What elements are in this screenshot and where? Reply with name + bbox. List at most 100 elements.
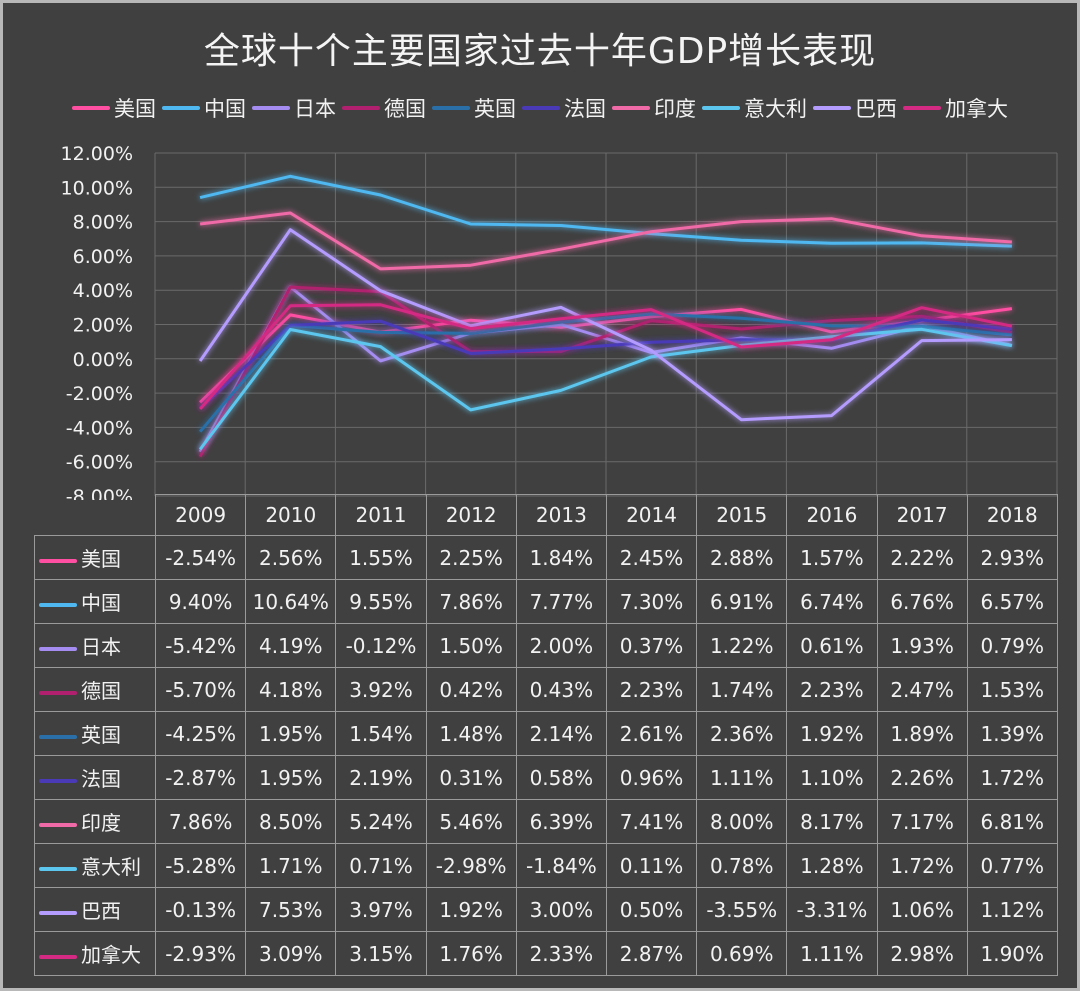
table-cell: 2.33% [515,931,607,976]
table-header-row: 2009 2010 2011 2012 2013 2014 2015 2016 2017 2018 [34,494,1058,536]
grid-lines [154,152,1058,497]
table-cell: 2.93% [966,535,1058,580]
table-cell: 8.00% [696,799,788,844]
table-cell: 3.00% [515,887,607,932]
legend-swatch [432,106,470,110]
table-cell: -0.12% [335,623,427,668]
table-cell: 10.64% [245,579,337,624]
table-row: 中国 9.40% 10.64% 9.55% 7.86% 7.77% 7.30% 6.91% 6.… [34,579,1058,624]
legend-label: 德国 [384,97,426,121]
plot-area: 12.00% 10.00% 8.00% 6.00% 4.00% 2.00% 0.00% -2.… [61,143,1058,500]
table-cell: 0.58% [515,755,607,800]
table-cell: 1.39% [966,711,1058,756]
row-label: 巴西 [81,899,121,923]
legend-label: 加拿大 [945,97,1008,121]
table-cell: 3.97% [335,887,427,932]
table-cell: 1.74% [696,667,788,712]
row-swatch [39,954,77,959]
legend-label: 中国 [204,97,246,121]
table-cell: -2.98% [425,843,517,888]
table-cell: 2.23% [605,667,698,712]
table-cell: 1.50% [425,623,517,668]
table-cell: 1.11% [786,931,878,976]
table-cell: 1.72% [966,755,1058,800]
table-cell: 1.53% [966,667,1058,712]
legend-swatch [813,106,851,110]
row-header: 英国 [34,711,156,756]
table-cell: 1.95% [245,755,337,800]
row-swatch [39,822,77,827]
table-cell: 3.15% [335,931,427,976]
legend-item: 英国 [432,93,516,123]
table-cell: 1.95% [245,711,337,756]
table-cell: -5.28% [154,843,247,888]
table-cell: 1.28% [786,843,878,888]
row-header: 中国 [34,579,156,624]
table-cell: 0.77% [966,843,1058,888]
series-line-加拿大 [198,303,1013,410]
table-cell: 1.72% [876,843,968,888]
series-lines [198,174,1013,458]
legend-item: 意大利 [702,93,807,123]
year-header: 2010 [245,494,337,536]
table-cell: 1.06% [876,887,968,932]
table-cell: 6.76% [876,579,968,624]
row-swatch [39,602,77,607]
legend-item: 法国 [522,93,606,123]
legend-item: 德国 [342,93,426,123]
table-cell: 1.92% [425,887,517,932]
table-cell: 0.42% [425,667,517,712]
table-cell: 6.39% [515,799,607,844]
table-cell: 6.81% [966,799,1058,844]
table-cell: 2.36% [696,711,788,756]
legend-item: 印度 [612,93,696,123]
y-tick-label: -2.00% [66,383,133,405]
table-cell: 0.96% [605,755,698,800]
series-line-德国 [198,285,1013,458]
legend-swatch [612,106,650,110]
legend-swatch [162,106,200,110]
row-label: 意大利 [81,855,141,879]
legend-swatch [903,106,941,110]
table-cell: 1.93% [876,623,968,668]
table-cell: 2.61% [605,711,698,756]
year-header: 2009 [154,494,247,536]
table-cell: -3.31% [786,887,878,932]
table-cell: -5.42% [154,623,247,668]
y-tick-label: 6.00% [73,246,133,268]
y-tick-label: 0.00% [73,349,133,371]
row-label: 印度 [81,811,121,835]
table-cell: 2.56% [245,535,337,580]
series-line-法国 [199,318,1013,410]
table-cell: -1.84% [515,843,607,888]
legend-item: 加拿大 [903,93,1008,123]
row-swatch [39,558,77,563]
row-header: 巴西 [34,887,156,932]
table-cell: -2.87% [154,755,247,800]
row-swatch [39,910,77,915]
table-cell: 1.89% [876,711,968,756]
table-cell: 2.98% [876,931,968,976]
table-cell: 0.43% [515,667,607,712]
row-label: 加拿大 [81,943,141,967]
row-swatch [39,734,77,739]
table-cell: 2.23% [786,667,878,712]
table-cell: 0.71% [335,843,427,888]
table-cell: 7.30% [605,579,698,624]
y-tick-label: 2.00% [73,315,133,337]
row-header: 德国 [34,667,156,712]
legend-label: 英国 [474,97,516,121]
y-tick-label: -6.00% [66,452,133,474]
year-header: 2012 [425,494,517,536]
series-line-中国 [199,174,1012,248]
table-cell: 1.90% [966,931,1058,976]
y-tick-label: -4.00% [66,417,133,439]
table-cell: -0.13% [154,887,247,932]
legend-label: 巴西 [855,97,897,121]
series-line-意大利 [198,327,1013,451]
y-axis-ticks: 12.00% 10.00% 8.00% 6.00% 4.00% 2.00% 0.00% -2.… [61,143,133,500]
table-cell: 1.22% [696,623,788,668]
table-cell: 1.92% [786,711,878,756]
table-cell: 3.92% [335,667,427,712]
table-cell: 7.53% [245,887,337,932]
